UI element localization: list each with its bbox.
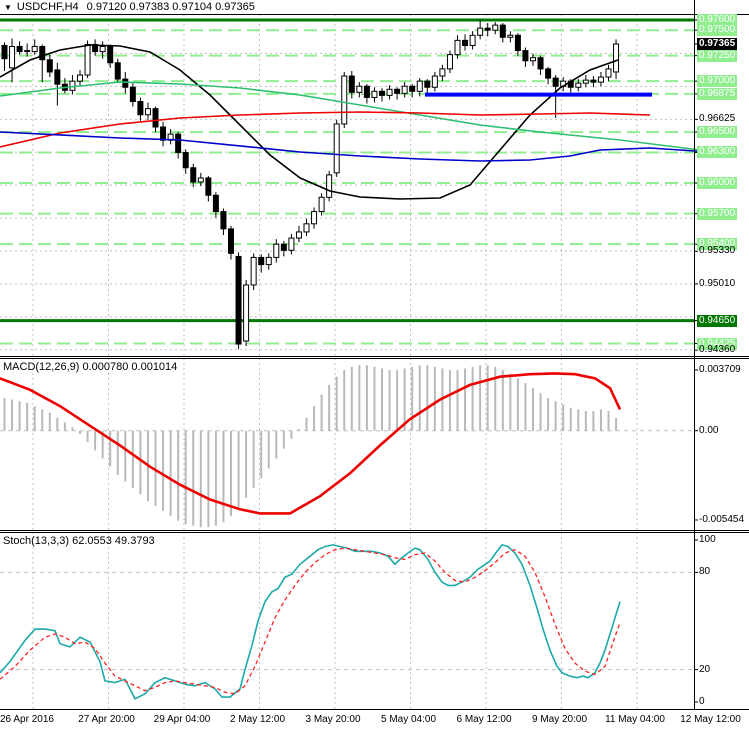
time-label: 5 May 04:00 <box>380 714 437 725</box>
price-level-label: 0.95400 <box>697 238 738 251</box>
price-level-label: 0.97600 <box>697 14 738 26</box>
time-label: 12 May 12:00 <box>680 714 741 725</box>
symbol-dropdown-icon[interactable]: ▼ <box>4 2 12 12</box>
stoch-scale-label: 0 <box>699 696 705 707</box>
macd-signal-line <box>0 372 622 515</box>
stoch-scale-label: 20 <box>699 663 711 675</box>
time-label: 27 Apr 20:00 <box>78 714 135 725</box>
stoch-scale-label: 100 <box>699 534 716 545</box>
macd-scale-label: 0.00 <box>699 424 719 436</box>
time-label: 3 May 20:00 <box>305 714 361 725</box>
price-level-label: 0.95010 <box>699 277 736 289</box>
price-level-label: 0.94425 <box>697 337 738 350</box>
price-level-label: 0.97500 <box>697 24 738 37</box>
macd-scale-label: -0.005454 <box>699 513 745 525</box>
macd-indicator-label: MACD(12,26,9) 0.000780 0.001014 <box>3 361 178 373</box>
price-level-label: 0.96300 <box>697 146 738 159</box>
time-label: 29 Apr 04:00 <box>153 714 211 725</box>
price-level-label: 0.95700 <box>697 207 738 220</box>
price-level-label: 0.96500 <box>697 126 738 139</box>
price-level-label: 0.97250 <box>697 49 738 62</box>
stoch-scale-label: 80 <box>699 566 711 578</box>
time-label: 9 May 20:00 <box>531 714 588 725</box>
price-level-label: 0.96875 <box>697 87 738 100</box>
time-label: 6 May 12:00 <box>456 714 512 725</box>
price-level-label: 0.96000 <box>697 177 738 190</box>
bid-price-label: 0.97365 <box>697 37 738 50</box>
ohlc-values: 0.97120 0.97383 0.97104 0.97365 <box>86 1 255 13</box>
ma-blue <box>0 131 711 162</box>
stoch-indicator-label: Stoch(13,3,3) 62.0553 49.3793 <box>3 535 155 547</box>
chart-title-bar: ▼ USDCHF,H4 0.97120 0.97383 0.97104 0.97… <box>4 1 255 13</box>
price-level-label: 0.95330 <box>699 245 736 257</box>
time-label: 11 May 04:00 <box>605 714 665 725</box>
symbol-period-label: USDCHF,H4 <box>16 1 79 13</box>
price-level-label: 0.97000 <box>697 75 738 88</box>
ma-green <box>0 81 701 151</box>
ma-red <box>0 111 651 148</box>
time-label: 26 Apr 2016 <box>0 714 54 725</box>
macd-scale-label: 0.003709 <box>699 363 741 375</box>
ma-black <box>0 44 619 200</box>
price-level-label: 0.96625 <box>699 113 736 125</box>
time-label: 2 May 12:00 <box>229 714 286 725</box>
price-level-label: 0.94360 <box>699 344 736 356</box>
price-level-label: 0.94650 <box>697 314 738 327</box>
